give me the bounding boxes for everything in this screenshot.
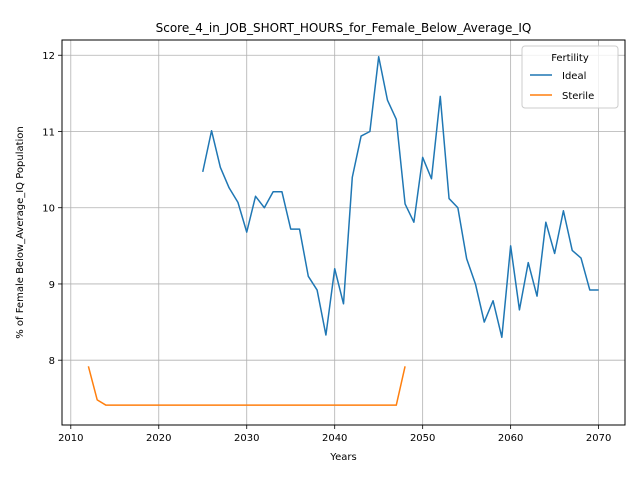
plot-frame bbox=[61, 39, 626, 426]
series-line-sterile bbox=[87, 366, 406, 406]
x-tick-label: 2060 bbox=[498, 433, 523, 444]
x-tick-label: 2050 bbox=[410, 433, 435, 444]
legend-title: Fertility bbox=[551, 53, 589, 64]
y-axis-label: % of Female Below_Average_IQ Population bbox=[15, 126, 26, 339]
x-tick-label: 2030 bbox=[234, 433, 259, 444]
legend-items: Ideal Sterile bbox=[530, 71, 594, 102]
x-tick-label: 2070 bbox=[586, 433, 611, 444]
y-tick-label: 9 bbox=[49, 280, 55, 291]
series-layer bbox=[87, 56, 599, 406]
y-tick-label: 12 bbox=[42, 51, 55, 62]
chart-title: Score_4_in_JOB_SHORT_HOURS_for_Female_Be… bbox=[156, 21, 532, 35]
series-line-ideal bbox=[202, 56, 599, 339]
legend-label-sterile: Sterile bbox=[562, 91, 594, 102]
legend-box bbox=[521, 45, 619, 109]
y-tick-label: 8 bbox=[49, 356, 55, 367]
legend-label-ideal: Ideal bbox=[562, 71, 586, 82]
x-tick-label: 2020 bbox=[146, 433, 171, 444]
grid-lines bbox=[62, 40, 625, 425]
y-tick-label: 10 bbox=[42, 204, 55, 215]
legend: Fertility Ideal Sterile bbox=[521, 45, 619, 109]
x-tick-label: 2040 bbox=[322, 433, 347, 444]
y-axis: 8 9 10 11 12 bbox=[42, 51, 62, 367]
y-tick-label: 11 bbox=[42, 127, 55, 138]
x-axis: 2010 2020 2030 2040 2050 2060 2070 bbox=[58, 425, 611, 444]
x-axis-label: Years bbox=[329, 452, 356, 463]
x-tick-label: 2010 bbox=[58, 433, 83, 444]
